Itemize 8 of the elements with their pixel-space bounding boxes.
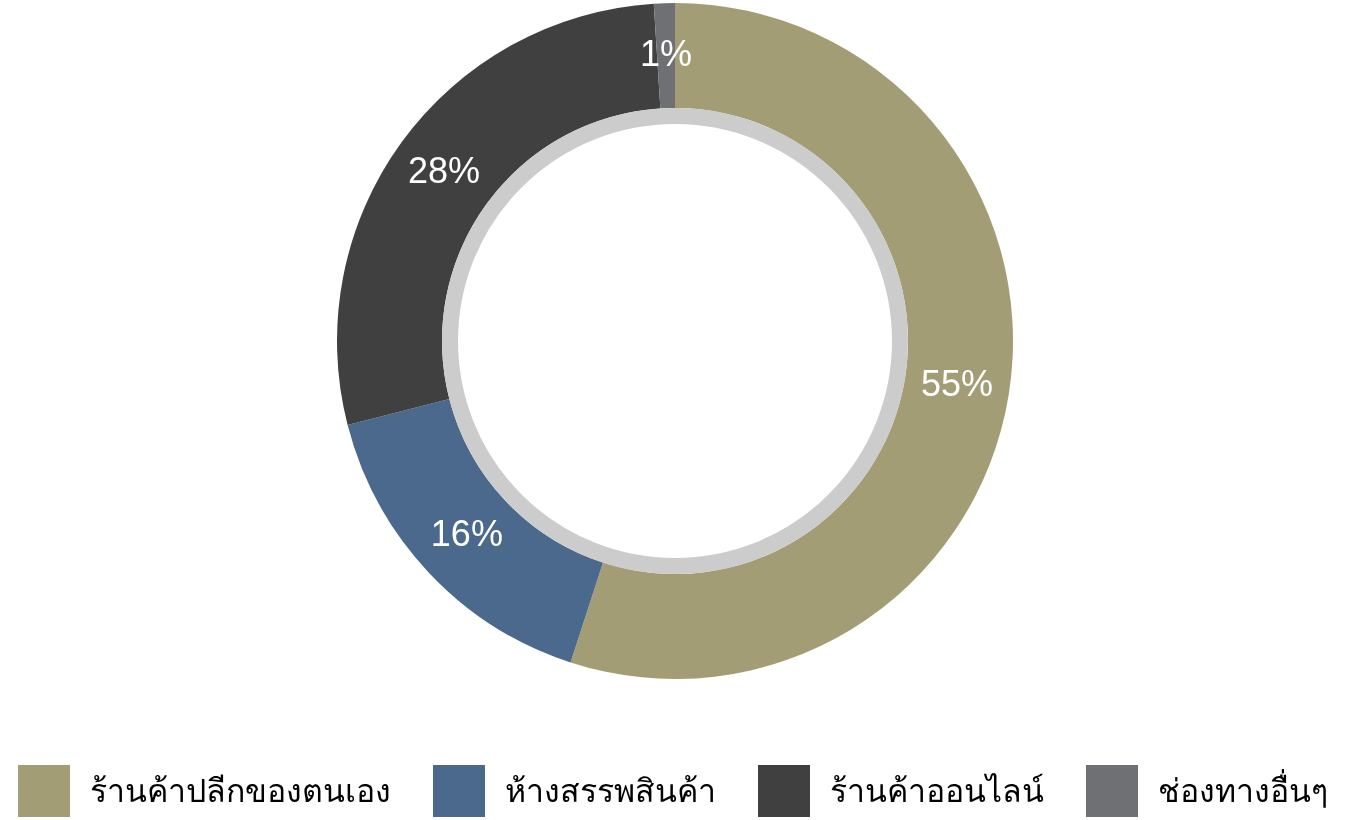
data-label: 16%: [430, 513, 503, 555]
legend-label: ร้านค้าออนไลน์: [830, 771, 1044, 812]
legend-label: ห้างสรรพสินค้า: [505, 771, 716, 812]
data-label: 1%: [640, 32, 693, 74]
legend-label: ร้านค้าปลีกของตนเอง: [90, 771, 391, 812]
legend-label: ช่องทางอื่นๆ: [1158, 768, 1328, 812]
data-label: 28%: [407, 150, 481, 192]
data-label: 55%: [920, 362, 994, 404]
